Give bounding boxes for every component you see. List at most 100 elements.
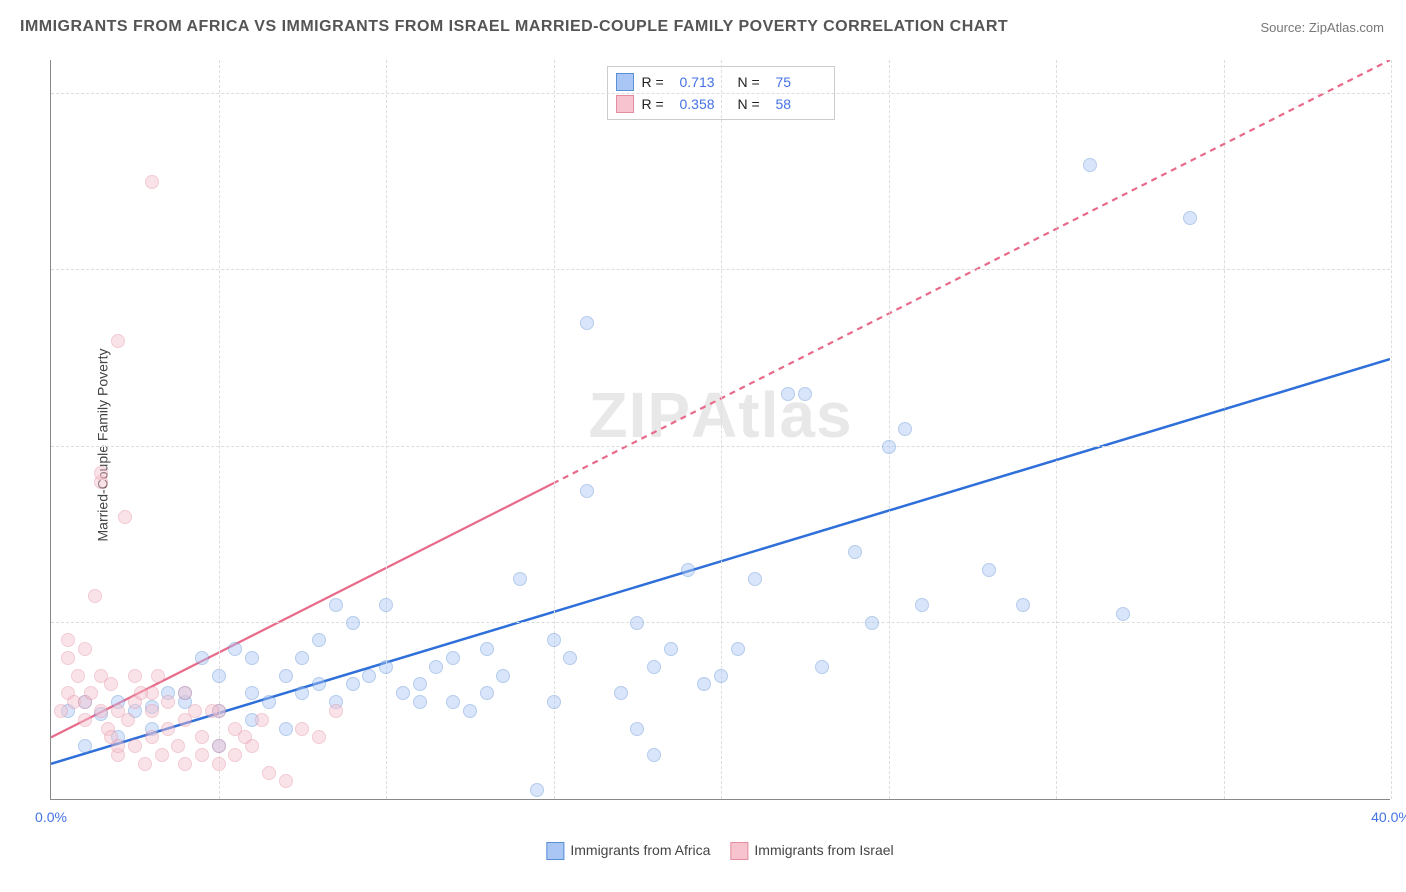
data-point [647, 660, 661, 674]
data-point [84, 686, 98, 700]
data-point [295, 651, 309, 665]
data-point [212, 739, 226, 753]
data-point [446, 651, 460, 665]
data-point [547, 633, 561, 647]
data-point [212, 757, 226, 771]
data-point [697, 677, 711, 691]
data-point [61, 633, 75, 647]
legend-swatch [730, 842, 748, 860]
data-point [982, 563, 996, 577]
data-point [547, 695, 561, 709]
data-point [630, 616, 644, 630]
r-value: 0.358 [680, 96, 730, 112]
data-point [865, 616, 879, 630]
data-point [295, 686, 309, 700]
n-value: 75 [776, 74, 826, 90]
data-point [94, 466, 108, 480]
data-point [647, 748, 661, 762]
source-label: Source: ZipAtlas.com [1260, 20, 1384, 35]
data-point [1083, 158, 1097, 172]
data-point [134, 686, 148, 700]
r-value: 0.713 [680, 74, 730, 90]
data-point [94, 704, 108, 718]
data-point [798, 387, 812, 401]
data-point [429, 660, 443, 674]
data-point [362, 669, 376, 683]
data-point [121, 713, 135, 727]
data-point [346, 616, 360, 630]
data-point [580, 484, 594, 498]
data-point [255, 713, 269, 727]
data-point [346, 677, 360, 691]
data-point [446, 695, 460, 709]
data-point [54, 704, 68, 718]
gridline-v [219, 60, 220, 799]
x-tick-label: 40.0% [1371, 809, 1406, 825]
x-tick-label: 0.0% [35, 809, 67, 825]
data-point [279, 774, 293, 788]
data-point [413, 677, 427, 691]
data-point [88, 589, 102, 603]
series-name: Immigrants from Israel [754, 842, 893, 858]
data-point [104, 677, 118, 691]
data-point [138, 757, 152, 771]
data-point [195, 730, 209, 744]
data-point [580, 316, 594, 330]
data-point [815, 660, 829, 674]
gridline-v [386, 60, 387, 799]
chart-area: Married-Couple Family Poverty ZIPAtlas R… [50, 60, 1390, 830]
data-point [245, 686, 259, 700]
data-point [312, 730, 326, 744]
data-point [312, 677, 326, 691]
data-point [329, 598, 343, 612]
legend-swatch [616, 95, 634, 113]
data-point [1016, 598, 1030, 612]
data-point [664, 642, 678, 656]
data-point [61, 651, 75, 665]
data-point [145, 704, 159, 718]
data-point [238, 730, 252, 744]
data-point [128, 669, 142, 683]
data-point [463, 704, 477, 718]
data-point [78, 642, 92, 656]
data-point [279, 722, 293, 736]
data-point [681, 563, 695, 577]
data-point [295, 722, 309, 736]
legend-swatch [546, 842, 564, 860]
data-point [513, 572, 527, 586]
source-link[interactable]: ZipAtlas.com [1309, 20, 1384, 35]
data-point [262, 695, 276, 709]
data-point [563, 651, 577, 665]
data-point [848, 545, 862, 559]
data-point [396, 686, 410, 700]
gridline-v [1391, 60, 1392, 799]
n-label: N = [738, 74, 768, 90]
r-label: R = [642, 96, 672, 112]
data-point [155, 748, 169, 762]
gridline-v [889, 60, 890, 799]
data-point [898, 422, 912, 436]
data-point [145, 730, 159, 744]
data-point [195, 651, 209, 665]
legend-item: Immigrants from Israel [730, 842, 893, 860]
data-point [195, 748, 209, 762]
gridline-v [721, 60, 722, 799]
data-point [614, 686, 628, 700]
gridline-v [1056, 60, 1057, 799]
data-point [151, 669, 165, 683]
data-point [171, 739, 185, 753]
series-name: Immigrants from Africa [570, 842, 710, 858]
data-point [188, 704, 202, 718]
data-point [279, 669, 293, 683]
data-point [748, 572, 762, 586]
data-point [205, 704, 219, 718]
data-point [731, 642, 745, 656]
gridline-v [1224, 60, 1225, 799]
data-point [161, 695, 175, 709]
legend-item: Immigrants from Africa [546, 842, 710, 860]
data-point [118, 510, 132, 524]
data-point [111, 334, 125, 348]
data-point [178, 686, 192, 700]
data-point [228, 748, 242, 762]
plot-region: ZIPAtlas R = 0.713 N = 75 R = 0.358 N = … [50, 60, 1390, 800]
